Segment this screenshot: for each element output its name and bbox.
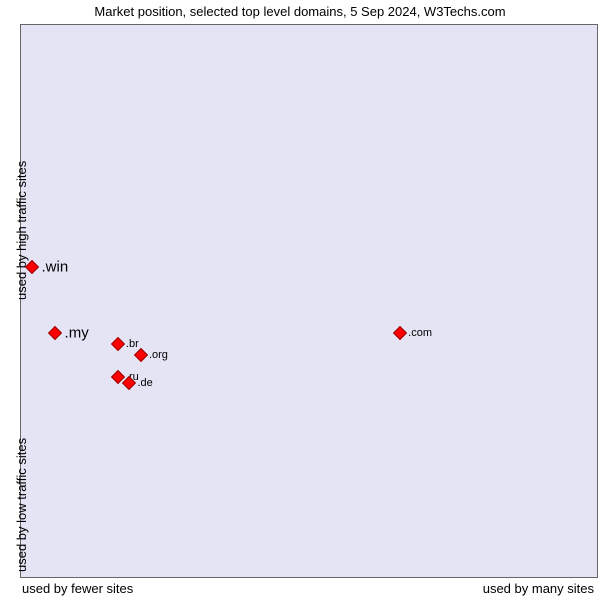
x-axis-label-many: used by many sites bbox=[483, 581, 594, 596]
y-axis-label-high: used by high traffic sites bbox=[14, 161, 29, 300]
chart-container: Market position, selected top level doma… bbox=[0, 0, 600, 600]
chart-title: Market position, selected top level doma… bbox=[0, 4, 600, 19]
scatter-point-label: .my bbox=[65, 325, 89, 342]
scatter-point-label: .de bbox=[137, 377, 152, 389]
scatter-point-label: .win bbox=[42, 258, 69, 275]
y-axis-label-low: used by low traffic sites bbox=[14, 438, 29, 572]
scatter-point-label: .com bbox=[408, 327, 432, 339]
x-axis-label-fewer: used by fewer sites bbox=[22, 581, 133, 596]
plot-area bbox=[20, 24, 598, 578]
scatter-point-label: .br bbox=[126, 338, 139, 350]
scatter-point-label: .org bbox=[149, 349, 168, 361]
